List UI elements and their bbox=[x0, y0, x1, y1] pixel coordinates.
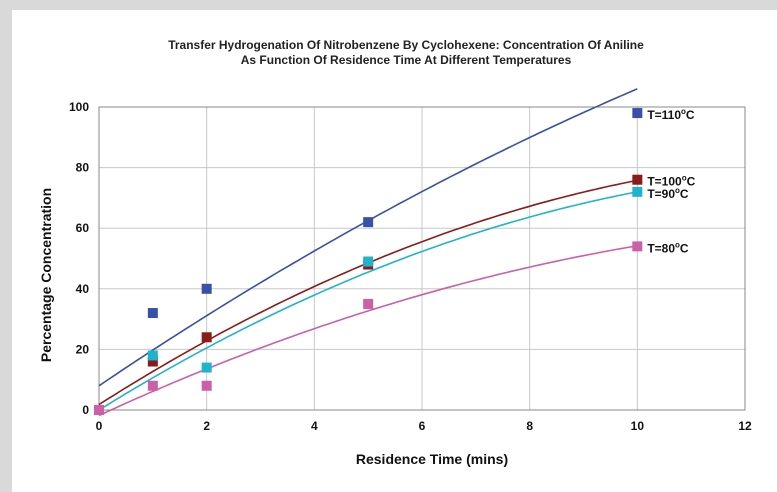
chart-svg: Transfer Hydrogenation Of Nitrobenzene B… bbox=[38, 38, 752, 467]
fit-curves bbox=[98, 88, 638, 417]
marker-t-110-3 bbox=[363, 217, 374, 228]
plot-area bbox=[98, 106, 746, 411]
y-tick-label-100: 100 bbox=[69, 100, 89, 114]
data-markers bbox=[94, 108, 643, 415]
x-tick-label-10: 10 bbox=[631, 419, 645, 433]
series-label-t-100: T=100oC bbox=[647, 174, 695, 189]
x-tick-label-8: 8 bbox=[526, 419, 533, 433]
marker-t-80-1 bbox=[147, 380, 158, 391]
fit-curve-t-80 bbox=[98, 245, 638, 417]
chart-title-line-1: Transfer Hydrogenation Of Nitrobenzene B… bbox=[168, 38, 644, 52]
y-tick-label-0: 0 bbox=[82, 403, 89, 417]
x-tick-label-4: 4 bbox=[311, 419, 318, 433]
y-tick-label-40: 40 bbox=[76, 282, 90, 296]
grid bbox=[99, 106, 746, 410]
x-tick-label-0: 0 bbox=[96, 419, 103, 433]
y-tick-labels: 0 20 40 60 80 100 bbox=[69, 100, 89, 417]
marker-t-80-2 bbox=[201, 380, 212, 391]
marker-t-110-1 bbox=[147, 308, 158, 319]
chart-frame: Transfer Hydrogenation Of Nitrobenzene B… bbox=[12, 10, 777, 492]
series-label-t-90: T=90oC bbox=[647, 186, 689, 201]
marker-t-90-3 bbox=[363, 256, 374, 267]
marker-t-110-2 bbox=[201, 283, 212, 294]
marker-t-100-2 bbox=[201, 332, 212, 343]
series-label-t-80: T=80oC bbox=[647, 240, 689, 255]
marker-t-90-1 bbox=[147, 350, 158, 361]
marker-t-100-1 bbox=[147, 356, 158, 367]
x-tick-label-6: 6 bbox=[419, 419, 426, 433]
marker-t-80-3 bbox=[363, 298, 374, 309]
marker-t-90-4 bbox=[632, 186, 643, 197]
marker-t-100-4 bbox=[632, 174, 643, 185]
y-tick-label-20: 20 bbox=[76, 342, 90, 356]
y-axis-label: Percentage Concentration bbox=[38, 188, 54, 362]
x-tick-label-12: 12 bbox=[738, 419, 752, 433]
fit-curve-t-100 bbox=[98, 179, 638, 406]
x-tick-label-2: 2 bbox=[203, 419, 210, 433]
marker-t-90-2 bbox=[201, 362, 212, 373]
chart-title-line-2: As Function Of Residence Time At Differe… bbox=[241, 53, 572, 67]
x-tick-labels: 0 2 4 6 8 10 12 bbox=[96, 419, 752, 433]
fit-curve-t-110 bbox=[98, 88, 638, 387]
y-tick-label-60: 60 bbox=[76, 221, 90, 235]
marker-t-110-4 bbox=[632, 108, 643, 119]
x-axis-label: Residence Time (mins) bbox=[356, 451, 508, 467]
fit-curve-t-90 bbox=[98, 191, 638, 411]
series-label-t-110: T=110oC bbox=[647, 107, 695, 122]
marker-t-80-4 bbox=[632, 241, 643, 252]
marker-t-80-0 bbox=[94, 405, 104, 415]
y-tick-label-80: 80 bbox=[76, 161, 90, 175]
